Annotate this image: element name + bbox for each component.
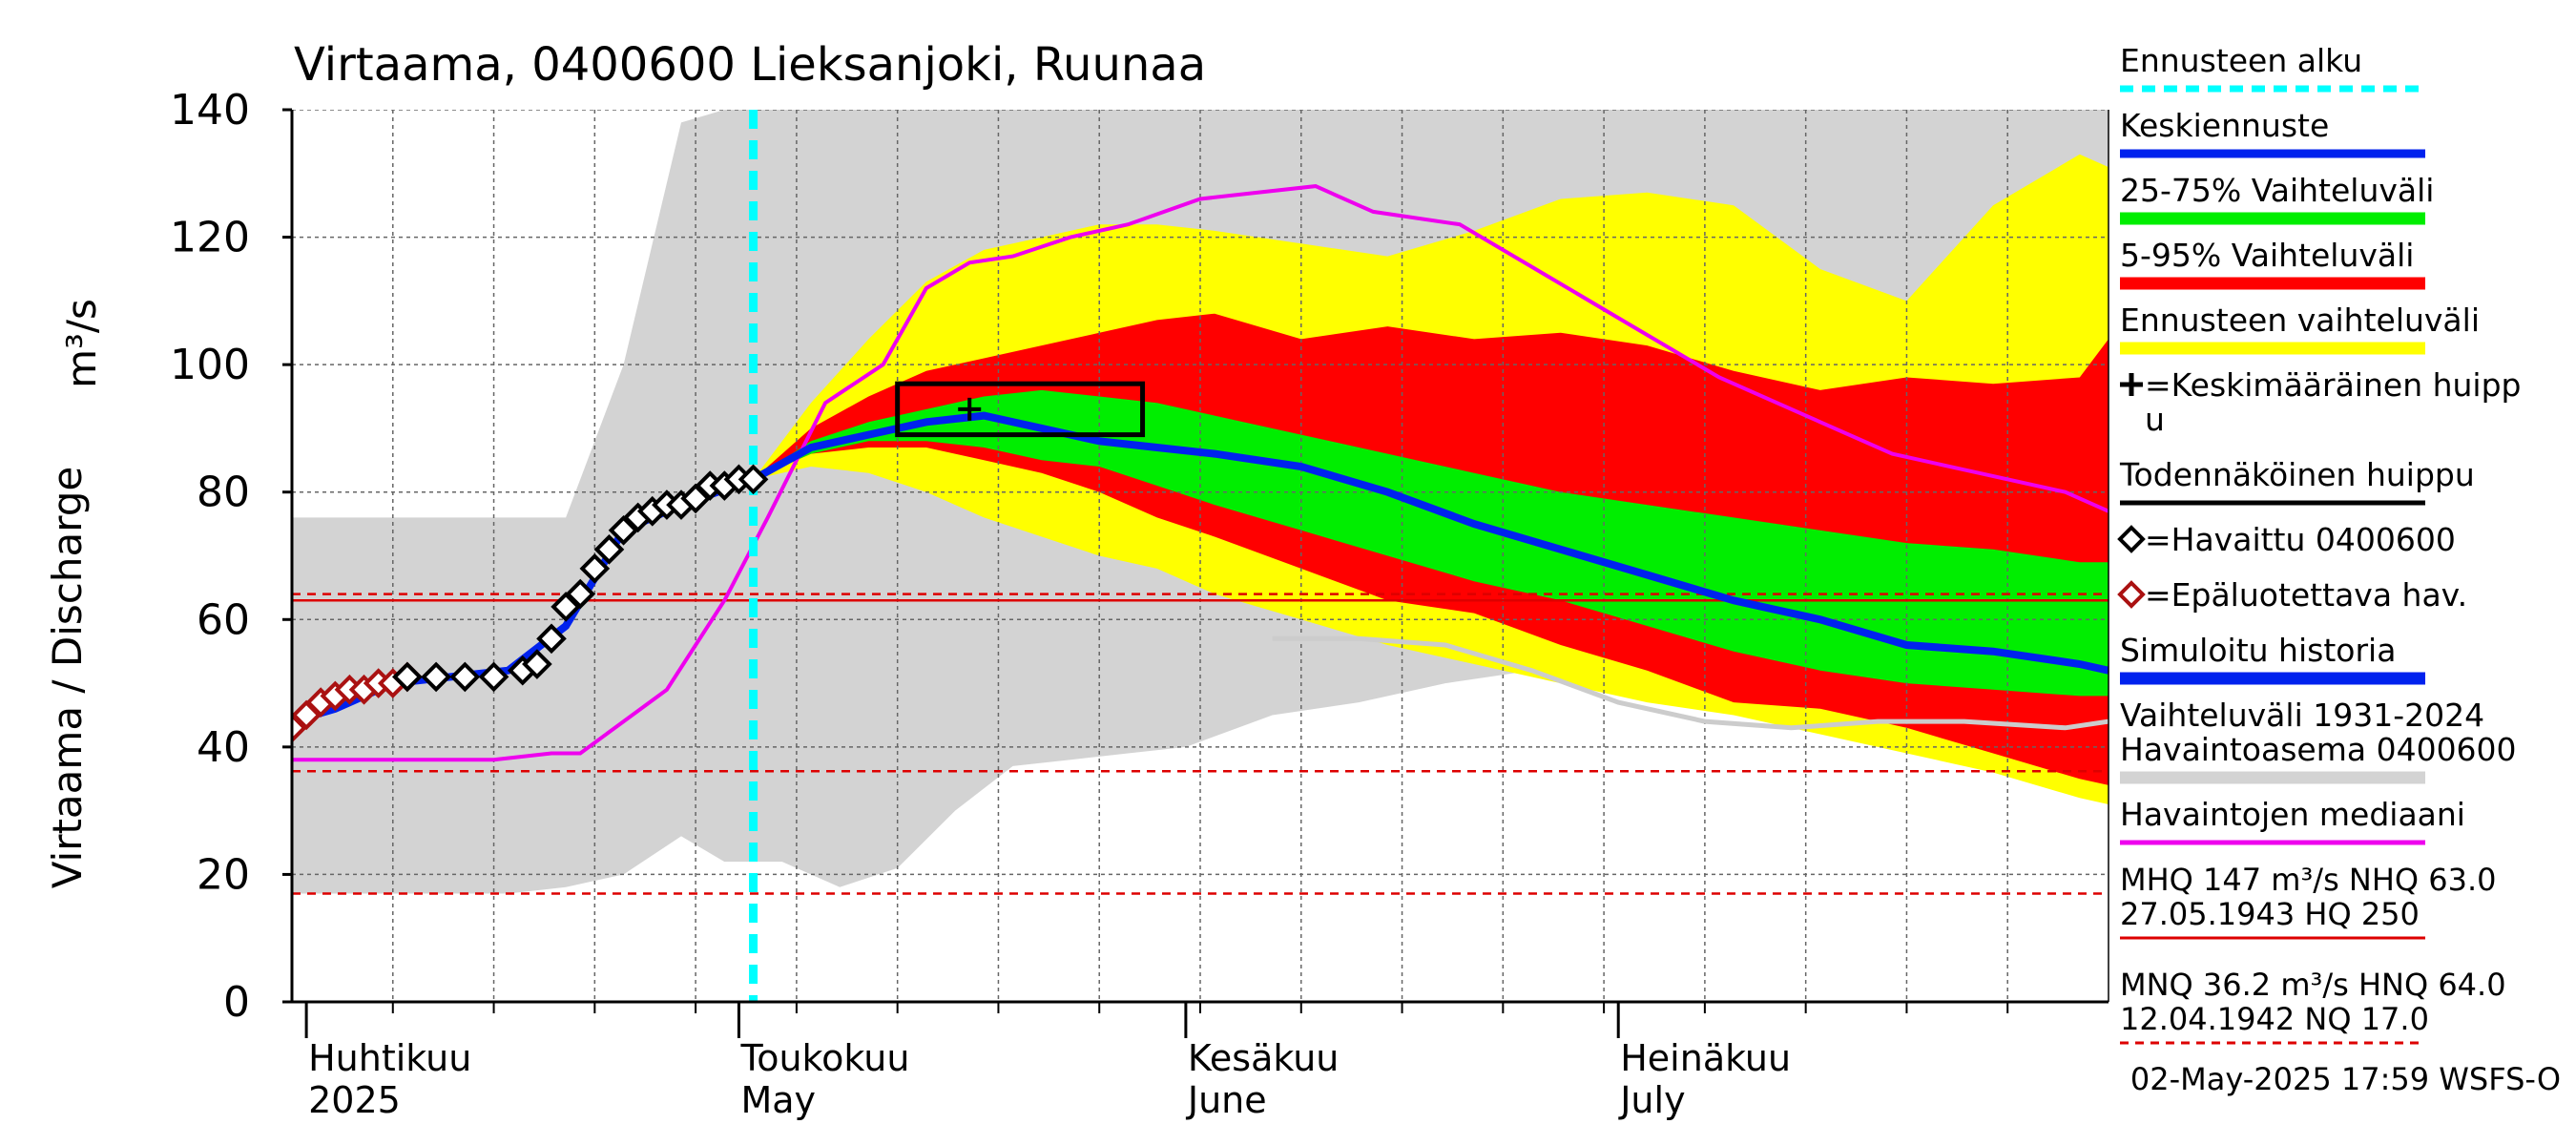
chart-title: Virtaama, 0400600 Lieksanjoki, Ruunaa bbox=[294, 38, 1206, 92]
legend-stat-2-line1: MNQ 36.2 m³/s HNQ 64.0 bbox=[2120, 967, 2506, 1003]
y-axis-title: Virtaama / Discharge bbox=[44, 467, 91, 889]
month-label-en: May bbox=[740, 1079, 816, 1121]
observed-point bbox=[522, 649, 552, 679]
y-axis-label: Virtaama / Discharge bbox=[44, 467, 91, 889]
y-tick-label: 40 bbox=[197, 723, 250, 772]
station-history-line bbox=[1272, 635, 2109, 731]
legend-item-9-label: =Epäluotettava hav. bbox=[2145, 576, 2467, 614]
y-tick-label: 140 bbox=[170, 86, 250, 135]
p25-75-band bbox=[753, 389, 2109, 697]
observed-point bbox=[392, 661, 423, 693]
legend-item-2-label: Keskiennuste bbox=[2120, 107, 2329, 144]
month-label-en: 2025 bbox=[308, 1079, 401, 1121]
y-axis-unit: m³/s bbox=[58, 299, 105, 388]
legend-item-8-label: =Havaittu 0400600 bbox=[2145, 521, 2456, 558]
observed-point bbox=[579, 553, 611, 584]
legend-item-12-label: Havaintojen mediaani bbox=[2120, 796, 2465, 833]
month-label-fi: Heinäkuu bbox=[1620, 1037, 1791, 1079]
plot-clip-group bbox=[292, 110, 2109, 1002]
month-label-en: June bbox=[1186, 1079, 1267, 1121]
legend-item-7-label: Todennäköinen huippu bbox=[2119, 456, 2475, 493]
legend-stat-1-line1: MHQ 147 m³/s NHQ 63.0 bbox=[2120, 862, 2497, 898]
observed-point bbox=[421, 661, 451, 693]
observed-point bbox=[565, 578, 596, 610]
legend-item-11-label: Vaihteluväli 1931-2024 bbox=[2120, 697, 2484, 734]
legend-item-6-label2: u bbox=[2145, 401, 2165, 438]
observed-point bbox=[449, 661, 481, 693]
y-tick-label: 0 bbox=[223, 978, 250, 1027]
y-tick-label: 100 bbox=[170, 341, 250, 389]
observed-point bbox=[478, 661, 509, 693]
legend-item-5-label: Ennusteen vaihteluväli bbox=[2120, 302, 2480, 339]
mean-peak-marker bbox=[958, 397, 982, 421]
month-label-fi: Toukokuu bbox=[739, 1037, 909, 1079]
legend: Ennusteen alku Keskiennuste 25-75% Vaihtel… bbox=[2117, 42, 2522, 1045]
probable-peak-box bbox=[895, 381, 1146, 438]
median-line bbox=[292, 184, 2109, 762]
timestamp: 02-May-2025 17:59 WSFS-O bbox=[2130, 1061, 2561, 1097]
y-tick-label: 20 bbox=[197, 850, 250, 899]
legend-item-3-label: 25-75% Vaihteluväli bbox=[2120, 172, 2434, 209]
legend-item-8-diamond-icon bbox=[2117, 525, 2146, 553]
y-tick-label: 60 bbox=[197, 595, 250, 644]
legend-item-6-cross-icon bbox=[2120, 373, 2143, 396]
plot-area bbox=[292, 110, 2109, 1002]
observed-point bbox=[593, 533, 625, 565]
legend-item-11-label2: Havaintoasema 0400600 bbox=[2120, 731, 2517, 768]
legend-item-9-diamond-icon bbox=[2117, 580, 2146, 609]
legend-item-10-label: Simuloitu historia bbox=[2120, 632, 2396, 669]
month-label-fi: Huhtikuu bbox=[308, 1037, 471, 1079]
legend-item-1-label: Ennusteen alku bbox=[2120, 42, 2362, 79]
legend-item-6-label: =Keskimääräinen huipp bbox=[2145, 366, 2522, 404]
month-label-en: July bbox=[1618, 1079, 1685, 1121]
observed-point bbox=[737, 464, 769, 495]
month-label-fi: Kesäkuu bbox=[1188, 1037, 1340, 1079]
legend-item-4-label: 5-95% Vaihteluväli bbox=[2120, 237, 2414, 274]
y-tick-label: 120 bbox=[170, 214, 250, 262]
y-tick-label: 80 bbox=[197, 468, 250, 517]
observed-point bbox=[536, 623, 567, 655]
legend-stat-2-line2: 12.04.1942 NQ 17.0 bbox=[2120, 1001, 2429, 1037]
legend-stat-1-line2: 27.05.1943 HQ 250 bbox=[2120, 896, 2420, 932]
y-axis-unit-text: m³/s bbox=[58, 299, 105, 388]
